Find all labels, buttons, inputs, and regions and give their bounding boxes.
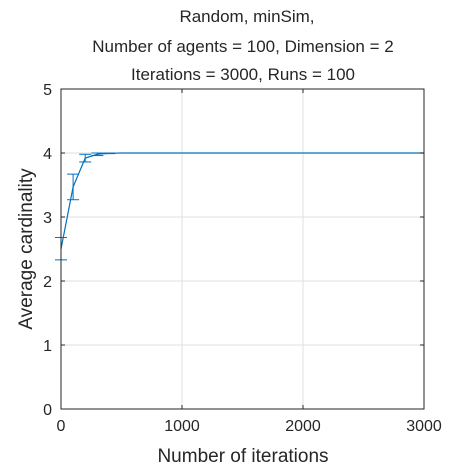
plot-area bbox=[61, 89, 424, 409]
x-tick-label-1: 1000 bbox=[164, 418, 200, 435]
title-line-3: Iterations = 3000, Runs = 100 bbox=[131, 65, 355, 84]
y-tick-label-5: 5 bbox=[43, 82, 52, 99]
y-axis-label: Average cardinality bbox=[16, 168, 37, 330]
plot-frame bbox=[60, 88, 425, 410]
x-tick-label-3: 3000 bbox=[406, 418, 442, 435]
title-line-1: Random, minSim, bbox=[179, 7, 314, 26]
series-line-0 bbox=[60, 152, 424, 250]
y-tick-label-0: 0 bbox=[43, 402, 52, 419]
x-tick-label-2: 2000 bbox=[285, 418, 321, 435]
ticks bbox=[60, 88, 425, 410]
series-layer bbox=[55, 152, 424, 261]
title-line-2: Number of agents = 100, Dimension = 2 bbox=[92, 37, 393, 56]
y-tick-label-2: 2 bbox=[43, 274, 52, 291]
tick-labels: 0 1000 2000 3000 0 1 2 3 4 5 bbox=[43, 82, 442, 435]
y-tick-label-4: 4 bbox=[43, 146, 52, 163]
y-tick-label-3: 3 bbox=[43, 210, 52, 227]
y-tick-label-1: 1 bbox=[43, 338, 52, 355]
chart-title: Random, minSim, Number of agents = 100, … bbox=[92, 7, 393, 84]
x-tick-label-0: 0 bbox=[57, 418, 66, 435]
x-axis-label: Number of iterations bbox=[157, 446, 328, 467]
